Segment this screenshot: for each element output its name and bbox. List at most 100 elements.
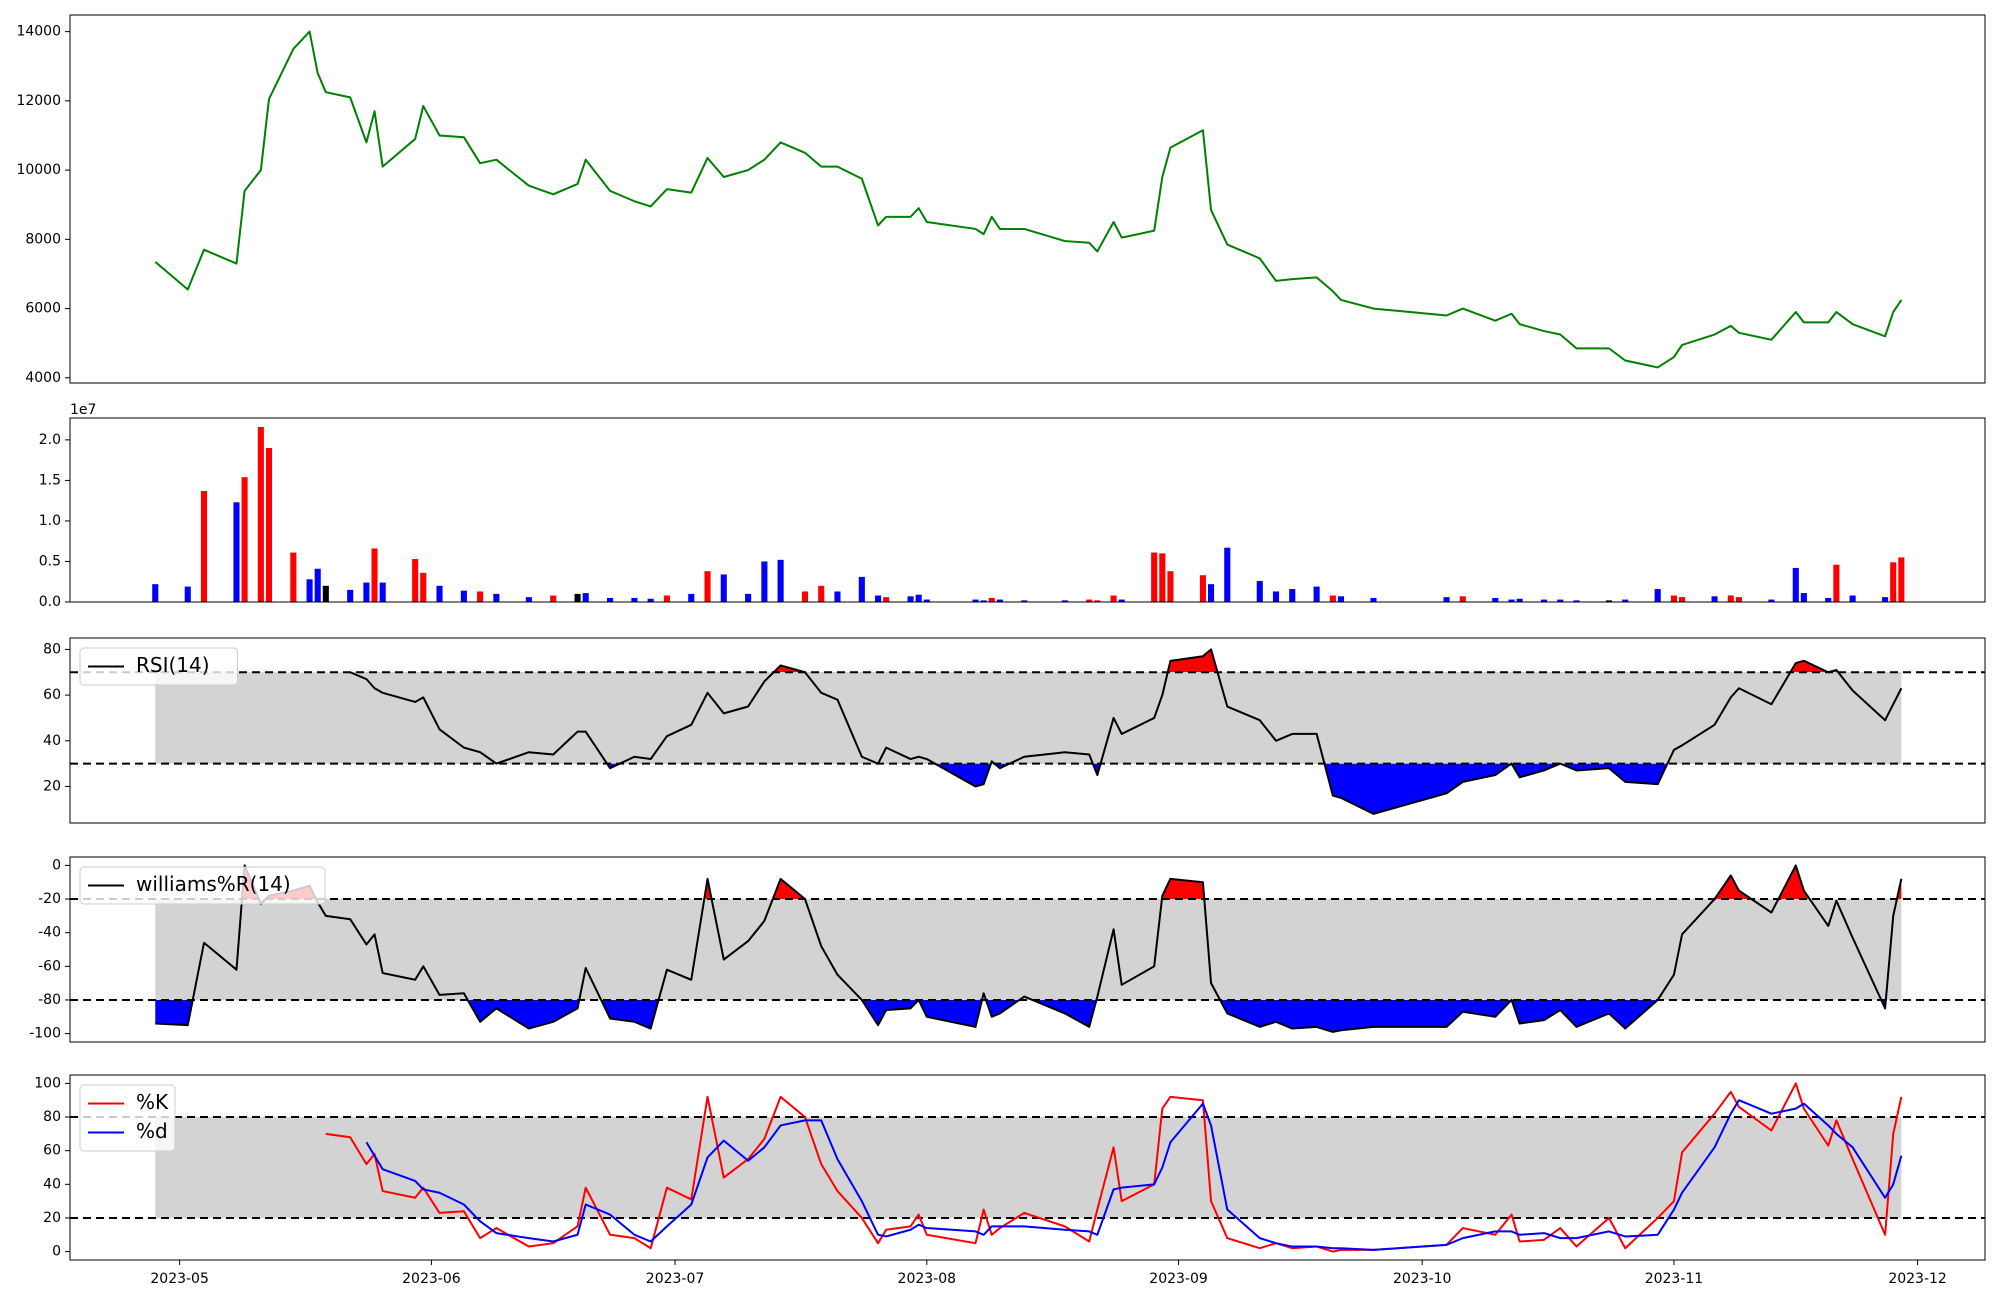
- volume-bar: [1021, 600, 1028, 602]
- volume-bar: [1654, 589, 1661, 602]
- volume-bar: [907, 596, 914, 602]
- volume-bar: [720, 574, 727, 602]
- volume-bar: [607, 597, 614, 602]
- y-tick-label: -100: [29, 1026, 61, 1042]
- volume-bar: [745, 593, 752, 602]
- volume-bar: [1337, 596, 1345, 602]
- panel: 20 40 60 80 RSI(14): [43, 637, 1986, 824]
- x-tick-label: 2023-07: [646, 1271, 705, 1287]
- y-tick-label: 6000: [25, 301, 61, 317]
- volume-bar: [1199, 575, 1206, 602]
- panel-frame: [69, 1074, 1986, 1261]
- volume-bar: [1110, 595, 1117, 602]
- volume-bar: [801, 591, 809, 602]
- volume-bar: [1882, 597, 1889, 602]
- y-tick-label: 2.0: [39, 432, 61, 448]
- y-tick-label: 80: [43, 641, 61, 657]
- y-tick-label: 1.0: [39, 513, 61, 529]
- legend-label: %d: [136, 1119, 168, 1143]
- series-line: [325, 1082, 1903, 1253]
- volume-bar: [525, 597, 532, 602]
- legend-box: [79, 647, 238, 686]
- volume-bar: [1207, 584, 1215, 602]
- y-tick-label: 14000: [16, 24, 61, 40]
- volume-bar: [420, 572, 427, 602]
- legend-box: [79, 866, 326, 905]
- volume-bar: [1573, 600, 1580, 602]
- volume-bar: [1800, 593, 1807, 602]
- y-tick-label: 20: [43, 778, 61, 794]
- volume-bar: [972, 599, 979, 602]
- volume-bar: [314, 568, 321, 602]
- volume-bar: [1890, 562, 1897, 602]
- x-tick-label: 2023-12: [1888, 1271, 1947, 1287]
- volume-bar: [1151, 552, 1158, 602]
- x-tick-label: 2023-10: [1393, 1271, 1452, 1287]
- threshold-band: [155, 1117, 1902, 1218]
- volume-bar: [1849, 595, 1856, 602]
- series-line: [155, 864, 1903, 1033]
- threshold-band: [155, 672, 1902, 764]
- volume-bar: [883, 597, 890, 602]
- volume-bar: [1313, 586, 1320, 602]
- volume-bar: [1622, 599, 1629, 602]
- volume-bar: [1086, 599, 1093, 602]
- overbought-fill: [155, 865, 1902, 900]
- panel-frame: [69, 856, 1986, 1043]
- volume-bar: [663, 595, 670, 602]
- volume-bar: [363, 582, 370, 602]
- volume-bar: [477, 591, 484, 602]
- volume-bar: [347, 589, 354, 602]
- legend-label: RSI(14): [136, 653, 210, 677]
- y-tick-label: 40: [43, 733, 61, 749]
- volume-bar: [915, 594, 922, 602]
- panel: 0.0 0.5 1.0 1.5 2.0 1e7: [39, 402, 1986, 610]
- x-tick-label: 2023-05: [150, 1271, 209, 1287]
- y-tick-label: -60: [38, 958, 61, 974]
- y-tick-label: 100: [34, 1075, 61, 1091]
- volume-bar: [996, 599, 1003, 602]
- panel: 0 20 40 60 80 100 2023-05 2023-06 2023-07 2023-08…: [34, 1074, 1986, 1287]
- y-tick-label: -40: [38, 925, 61, 941]
- legend-label: williams%R(14): [136, 872, 291, 896]
- y-tick-label: 0.0: [39, 594, 61, 610]
- volume-bar: [257, 426, 264, 602]
- volume-bar: [1833, 564, 1840, 602]
- panel: -100 -80 -60 -40 -20 0 williams%R(14): [29, 856, 1986, 1043]
- volume-bar: [1492, 597, 1499, 602]
- y-tick-label: 8000: [25, 231, 61, 247]
- y-tick-label: 60: [43, 1143, 61, 1159]
- volume-bar: [1792, 567, 1799, 602]
- y-tick-label: 40: [43, 1176, 61, 1192]
- x-tick-label: 2023-06: [402, 1271, 461, 1287]
- x-tick-label: 2023-08: [898, 1271, 957, 1287]
- volume-bar: [1825, 597, 1832, 602]
- y-tick-label: 0: [52, 857, 61, 873]
- volume-bar: [834, 591, 841, 602]
- y-tick-label: 60: [43, 687, 61, 703]
- volume-bar: [460, 590, 467, 602]
- oversold-fill: [155, 999, 1902, 1032]
- axis-offset-label: 1e7: [70, 402, 96, 418]
- volume-bar: [379, 582, 386, 602]
- volume-bar: [184, 586, 191, 602]
- volume-bar: [631, 597, 638, 602]
- panel: 4000 6000 8000 10000 12000 14000: [16, 14, 1986, 386]
- y-tick-label: 80: [43, 1109, 61, 1125]
- volume-bar: [1508, 599, 1515, 602]
- volume-bar: [200, 490, 208, 602]
- volume-bar: [1329, 595, 1336, 602]
- volume-bar: [1118, 599, 1125, 602]
- panel-frame: [69, 637, 1986, 824]
- volume-bar: [1061, 600, 1068, 602]
- volume-bar: [704, 571, 711, 602]
- volume-bar: [1459, 596, 1466, 602]
- y-tick-label: 12000: [16, 93, 61, 109]
- volume-bar: [1256, 580, 1263, 602]
- volume-bar: [1516, 598, 1523, 602]
- volume-bar: [1443, 597, 1450, 602]
- volume-bar: [1711, 596, 1718, 602]
- y-tick-label: -80: [38, 992, 61, 1008]
